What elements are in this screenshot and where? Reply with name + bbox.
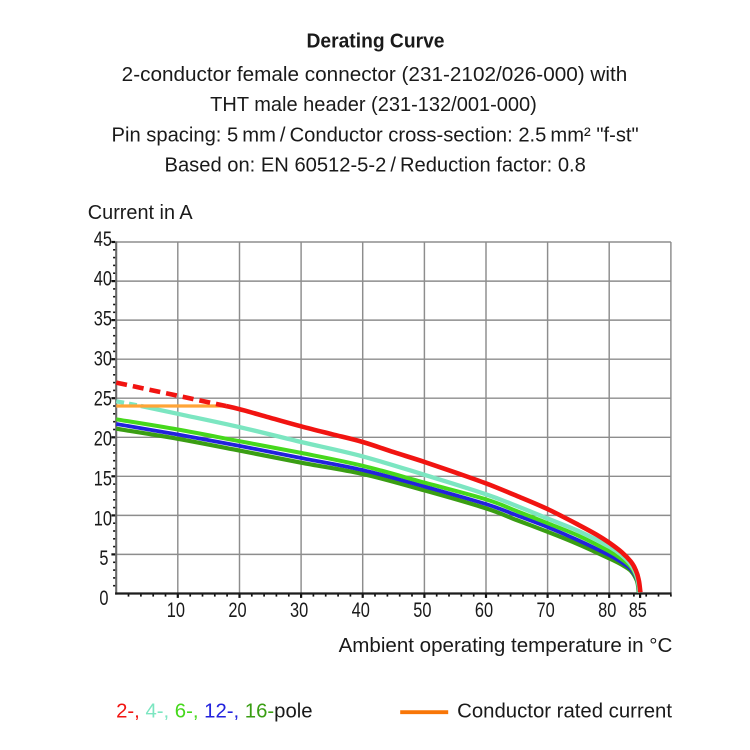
- svg-text:Ambient operating temperature: Ambient operating temperature in °C: [339, 635, 673, 657]
- svg-text:70: 70: [537, 599, 555, 622]
- svg-text:10: 10: [94, 507, 112, 530]
- svg-text:85: 85: [629, 599, 647, 622]
- svg-text:15: 15: [94, 467, 112, 490]
- svg-text:2-, 4-, 6-, 12-, 16-pole: 2-, 4-, 6-, 12-, 16-pole: [116, 701, 312, 723]
- svg-text:20: 20: [94, 427, 112, 450]
- svg-text:THT male header (231-132/001-0: THT male header (231-132/001-000): [210, 94, 537, 116]
- svg-text:30: 30: [94, 348, 112, 371]
- svg-text:2-conductor female connector (: 2-conductor female connector (231-2102/0…: [122, 64, 628, 86]
- svg-text:80: 80: [598, 599, 616, 622]
- svg-text:60: 60: [475, 599, 493, 622]
- svg-text:20: 20: [228, 599, 246, 622]
- svg-text:10: 10: [167, 599, 185, 622]
- svg-text:45: 45: [94, 228, 112, 251]
- svg-text:Derating Curve: Derating Curve: [307, 30, 445, 52]
- svg-text:0: 0: [99, 587, 108, 610]
- svg-text:50: 50: [413, 599, 431, 622]
- svg-text:40: 40: [352, 599, 370, 622]
- svg-text:25: 25: [94, 387, 112, 410]
- svg-text:Conductor rated current: Conductor rated current: [457, 701, 672, 723]
- svg-text:30: 30: [290, 599, 308, 622]
- svg-text:Pin spacing: 5 mm / Conductor: Pin spacing: 5 mm / Conductor cross-sect…: [112, 124, 639, 146]
- svg-text:Based on: EN 60512-5-2 / Reduc: Based on: EN 60512-5-2 / Reduction facto…: [165, 154, 586, 176]
- svg-text:Current in A: Current in A: [88, 202, 193, 224]
- svg-text:35: 35: [94, 308, 112, 331]
- svg-text:40: 40: [94, 268, 112, 291]
- svg-text:5: 5: [99, 547, 108, 570]
